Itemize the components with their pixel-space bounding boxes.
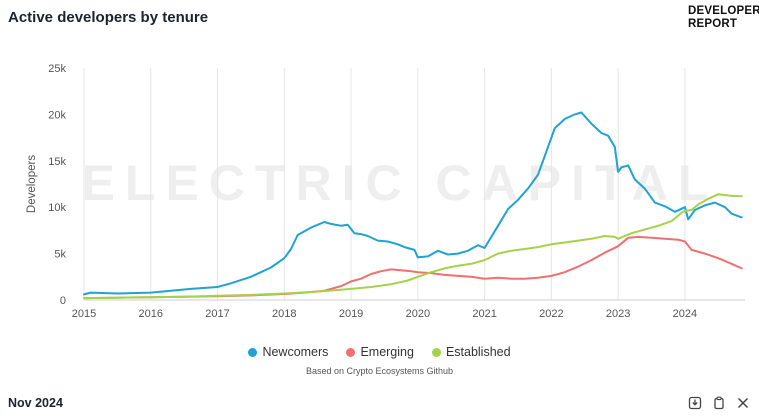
download-icon[interactable]	[688, 396, 702, 410]
brand-line-2: REPORT	[688, 18, 738, 30]
x-tick-label-2018: 2018	[272, 308, 296, 320]
legend: Newcomers Emerging Established	[0, 345, 759, 359]
footer-actions	[688, 396, 750, 410]
copy-icon[interactable]	[712, 396, 726, 410]
watermark: ELECTRIC CAPITAL	[82, 155, 719, 211]
y-tick-label-0: 0	[60, 295, 66, 307]
x-tick-label-2016: 2016	[139, 308, 163, 320]
x-tick-label-2023: 2023	[606, 308, 630, 320]
y-axis-label: Developers	[26, 155, 38, 213]
footer-date: Nov 2024	[8, 396, 63, 410]
x-axis: 2015 2016 2017 2018 2019 2020 2021 2022 2023 2024	[72, 299, 745, 320]
brand-line-1: DEVELOPER	[688, 5, 759, 17]
grid	[83, 68, 686, 300]
y-tick-label-10k: 10k	[48, 202, 66, 214]
chart-title: Active developers by tenure	[8, 9, 209, 26]
x-tick-label-2021: 2021	[472, 308, 496, 320]
developer-report-logo: DEVELOPER REPORT	[688, 5, 759, 31]
x-tick-label-2019: 2019	[339, 308, 363, 320]
series-line-newcomers[interactable]	[83, 111, 743, 296]
legend-item-emerging[interactable]: Emerging	[346, 345, 414, 359]
x-tick-label-2022: 2022	[539, 308, 563, 320]
legend-dot-newcomers	[248, 347, 258, 357]
x-share-icon[interactable]	[736, 396, 750, 410]
legend-dot-established	[431, 347, 441, 357]
series-group	[83, 111, 743, 300]
x-tick-label-2015: 2015	[72, 308, 96, 320]
y-tick-label-20k: 20k	[48, 109, 66, 121]
x-tick-label-2020: 2020	[406, 308, 430, 320]
y-axis: 0 5k 10k 15k 20k 25k	[48, 63, 66, 307]
legend-item-established[interactable]: Established	[431, 345, 511, 359]
series-line-established[interactable]	[83, 193, 743, 300]
x-tick-label-2017: 2017	[205, 308, 229, 320]
x-tick-label-2024: 2024	[673, 308, 697, 320]
legend-item-newcomers[interactable]: Newcomers	[248, 345, 328, 359]
legend-dot-emerging	[346, 347, 356, 357]
legend-label-newcomers: Newcomers	[262, 345, 329, 359]
legend-label-emerging: Emerging	[360, 345, 414, 359]
y-tick-label-25k: 25k	[48, 63, 66, 75]
legend-label-established: Established	[445, 345, 511, 359]
y-tick-label-5k: 5k	[54, 249, 66, 261]
y-tick-label-15k: 15k	[48, 156, 66, 168]
source-note: Based on Crypto Ecosystems Github	[305, 366, 454, 376]
